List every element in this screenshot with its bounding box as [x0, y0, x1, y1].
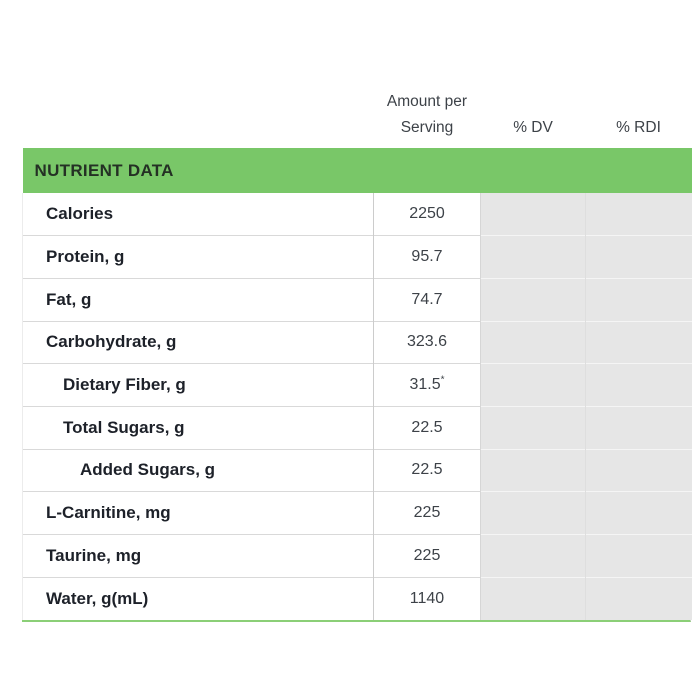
row-label-cell: Protein, g: [22, 235, 374, 279]
row-label: Calories: [46, 204, 114, 224]
section-header-row: NUTRIENT DATA: [22, 148, 692, 193]
row-label: Carbohydrate, g: [46, 332, 177, 352]
dv-empty-cell: [480, 534, 586, 578]
table-row: Carbohydrate, g 323.6: [22, 320, 692, 364]
table-row: Total Sugars, g 22.5: [22, 405, 692, 450]
row-value: 2250: [409, 205, 445, 223]
row-label-cell: L-Carnitine, mg: [22, 491, 374, 535]
table-row: Fat, g 74.7: [22, 277, 692, 322]
row-label: Fat, g: [46, 289, 92, 309]
table-row: Protein, g 95.7: [22, 235, 692, 279]
row-value: 323.6: [406, 333, 448, 351]
table-row: Dietary Fiber, g 31.5*: [22, 363, 692, 407]
table-body: Calories 2250 Protein, g 95.7 Fat, g 74.…: [22, 193, 692, 620]
row-value-cell: 31.5*: [373, 363, 481, 407]
table-row: Water, g(mL) 1140: [22, 576, 692, 620]
dv-empty-cell: [480, 363, 586, 407]
row-label-cell: Added Sugars, g: [22, 448, 374, 492]
dv-empty-cell: [480, 405, 586, 450]
rdi-empty-cell: [585, 405, 692, 450]
row-label: Dietary Fiber, g: [63, 375, 186, 395]
row-value-cell: 2250: [373, 193, 481, 236]
row-label: Taurine, mg: [46, 545, 142, 565]
row-value: 1140: [409, 589, 445, 607]
row-label-cell: Total Sugars, g: [22, 405, 374, 450]
table-row: Added Sugars, g 22.5: [22, 448, 692, 492]
rdi-empty-cell: [585, 235, 692, 279]
rdi-empty-cell: [585, 320, 692, 364]
row-label: Added Sugars, g: [80, 460, 216, 480]
column-header-blank: [22, 75, 374, 148]
nutrient-table: Amount per Serving % DV % RDI NUTRIENT D…: [22, 75, 692, 622]
row-label-cell: Carbohydrate, g: [22, 320, 374, 364]
row-label-cell: Calories: [22, 193, 374, 236]
row-value: 22.5: [411, 418, 443, 436]
row-value: 95.7: [411, 248, 443, 266]
column-header-amount-line2: Serving: [400, 119, 454, 136]
table-row: L-Carnitine, mg 225: [22, 491, 692, 535]
row-value-cell: 225: [373, 534, 481, 578]
row-value-cell: 323.6: [373, 320, 481, 364]
rdi-empty-cell: [585, 277, 692, 322]
row-value-cell: 225: [373, 491, 481, 535]
row-value-cell: 22.5: [373, 448, 481, 492]
column-header-amount: Amount per Serving: [373, 75, 481, 148]
row-value-cell: 1140: [373, 576, 481, 620]
dv-empty-cell: [480, 277, 586, 322]
row-label: Total Sugars, g: [63, 417, 185, 437]
row-label-cell: Dietary Fiber, g: [22, 363, 374, 407]
rdi-empty-cell: [585, 534, 692, 578]
column-header-dv: % DV: [480, 75, 586, 148]
rdi-empty-cell: [585, 448, 692, 492]
dv-empty-cell: [480, 320, 586, 364]
row-label-cell: Water, g(mL): [22, 576, 374, 620]
row-value: 74.7: [411, 290, 443, 308]
column-header-rdi: % RDI: [585, 75, 692, 148]
table-row: Calories 2250: [22, 193, 692, 236]
row-value: 22.5: [411, 461, 443, 479]
section-title: NUTRIENT DATA: [22, 148, 692, 193]
row-label: Protein, g: [46, 247, 125, 267]
rdi-empty-cell: [585, 363, 692, 407]
nutrient-data-table: Amount per Serving % DV % RDI NUTRIENT D…: [22, 75, 692, 620]
table-row: Taurine, mg 225: [22, 534, 692, 578]
row-value-cell: 74.7: [373, 277, 481, 322]
dv-empty-cell: [480, 193, 586, 236]
row-value: 225: [413, 504, 441, 522]
dv-empty-cell: [480, 235, 586, 279]
footnote-asterisk: *: [440, 374, 445, 386]
dv-empty-cell: [480, 448, 586, 492]
row-value: 31.5: [409, 376, 441, 394]
row-label: L-Carnitine, mg: [46, 503, 171, 523]
dv-empty-cell: [480, 491, 586, 535]
column-header-amount-line1: Amount per: [386, 93, 468, 110]
row-label-cell: Taurine, mg: [22, 534, 374, 578]
rdi-empty-cell: [585, 576, 692, 620]
row-label-cell: Fat, g: [22, 277, 374, 322]
row-value-cell: 22.5: [373, 405, 481, 450]
row-value-cell: 95.7: [373, 235, 481, 279]
row-value: 225: [413, 546, 441, 564]
rdi-empty-cell: [585, 193, 692, 236]
dv-empty-cell: [480, 576, 586, 620]
column-header-row: Amount per Serving % DV % RDI: [22, 75, 692, 148]
rdi-empty-cell: [585, 491, 692, 535]
row-label: Water, g(mL): [46, 588, 149, 608]
